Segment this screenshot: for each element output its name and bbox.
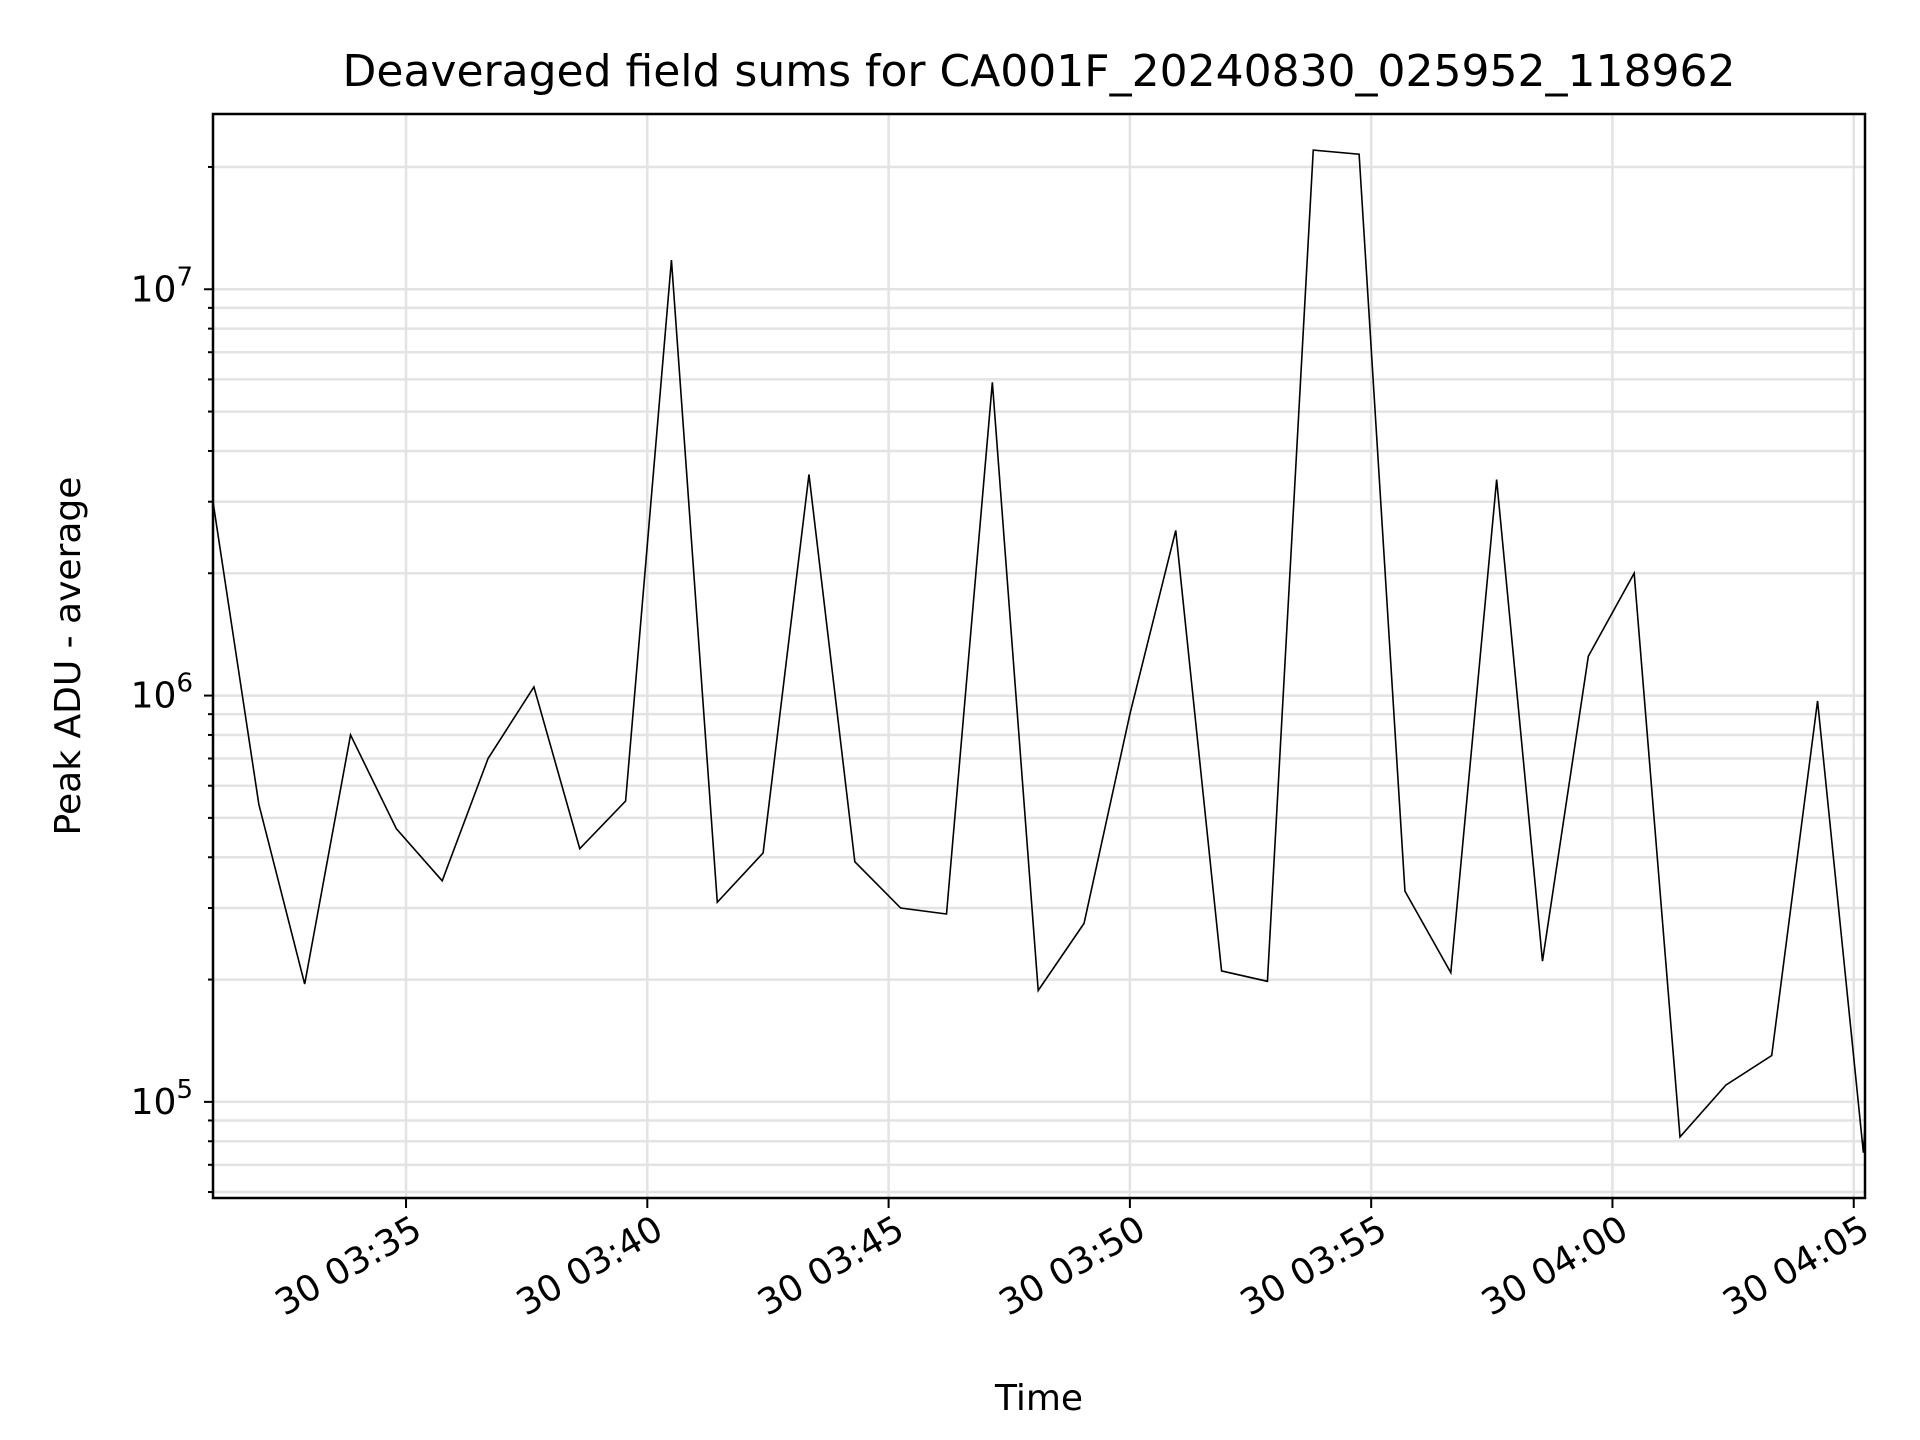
- grid: [213, 114, 1865, 1198]
- series-line: [212, 149, 1866, 1153]
- y-tick-label: 107: [131, 262, 193, 310]
- plot-series: [212, 149, 1866, 1153]
- y-tick-label: 106: [131, 669, 193, 717]
- plot-frame: [211, 112, 1867, 1200]
- chart-title: Deaveraged field sums for CA001F_2024083…: [343, 46, 1736, 97]
- y-axis-label: Peak ADU - average: [48, 477, 89, 836]
- x-axis-label: Time: [994, 1378, 1083, 1419]
- y-tick-label: 105: [131, 1075, 193, 1123]
